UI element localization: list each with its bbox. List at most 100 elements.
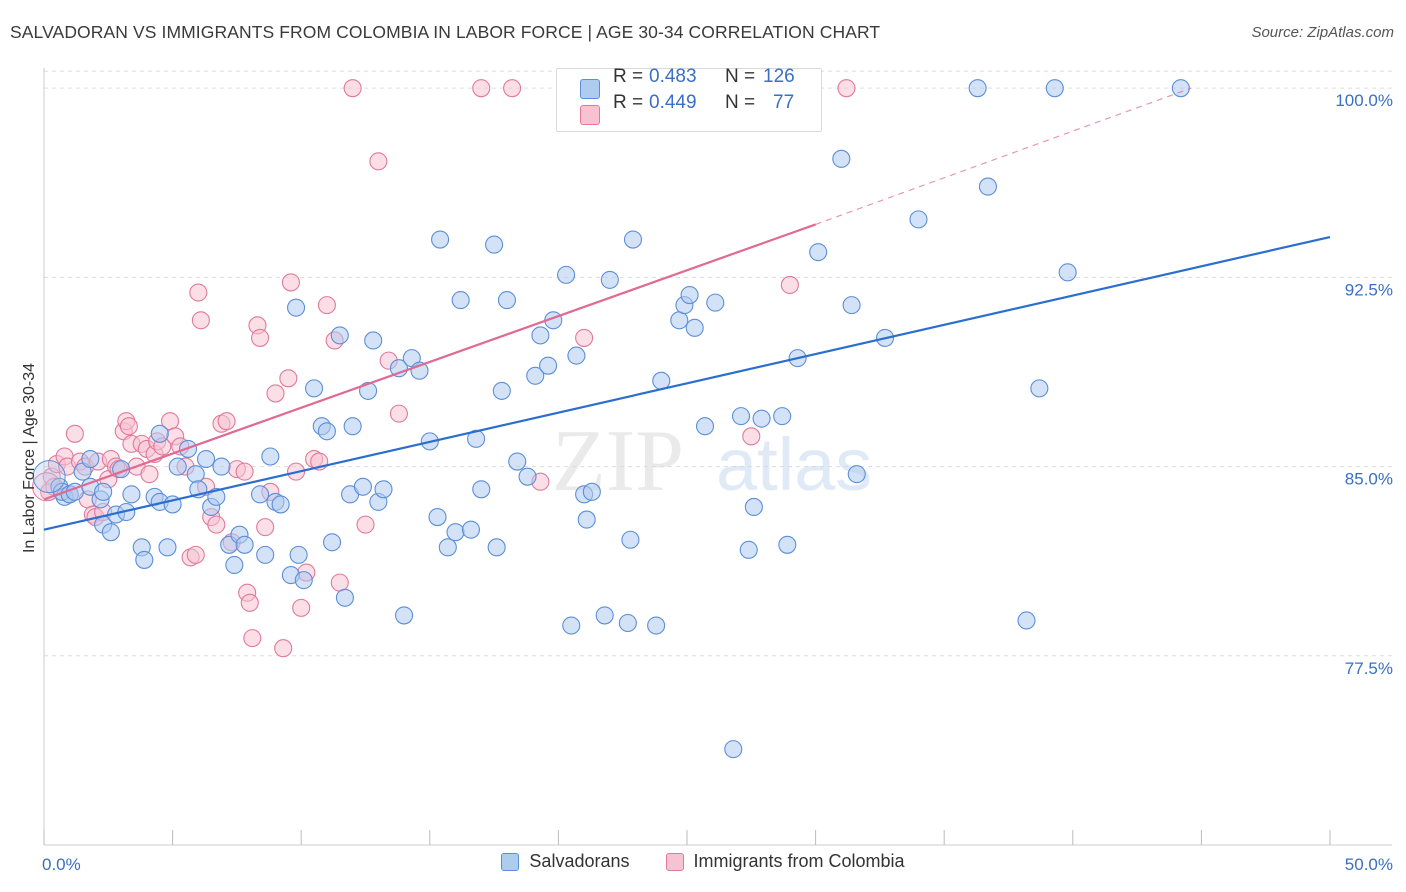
salvadorans-point xyxy=(374,480,393,499)
colombia-point xyxy=(837,79,856,98)
colombia-point xyxy=(780,275,799,295)
salvadorans-point xyxy=(847,465,866,484)
salvadorans-point xyxy=(647,616,666,635)
salvadorans-point xyxy=(539,356,558,375)
watermark-atlas: atlas xyxy=(716,423,872,506)
salvadorans-point xyxy=(518,467,537,486)
grid xyxy=(44,70,1392,657)
salvadorans-point xyxy=(752,409,771,428)
salvadorans-point xyxy=(731,407,751,426)
salvadorans-point xyxy=(1171,79,1190,98)
salvadorans-point xyxy=(250,485,270,504)
salvadorans-point xyxy=(739,540,758,559)
salvadorans-point xyxy=(557,265,576,284)
salvadorans-point xyxy=(289,545,308,564)
salvadorans-point xyxy=(158,538,177,557)
salvadorans-point xyxy=(809,243,828,262)
colombia-swatch xyxy=(580,105,600,125)
salvadorans-point xyxy=(261,447,280,466)
salvadorans-point xyxy=(680,285,699,305)
colombia-point xyxy=(356,515,375,534)
y-tick-label: 85.0% xyxy=(1345,470,1393,489)
legend-item-colombia[interactable]: Immigrants from Colombia xyxy=(665,851,905,872)
salvadorans-point xyxy=(695,417,715,436)
colombia-trend-line xyxy=(43,223,816,501)
salvadorans-point xyxy=(487,538,506,557)
salvadorans-point xyxy=(225,555,244,575)
salvadorans-point xyxy=(618,613,637,633)
salvadorans-point xyxy=(461,520,481,539)
salvadorans-point xyxy=(526,366,545,385)
salvadorans-point xyxy=(294,571,313,590)
colombia-point xyxy=(292,598,311,617)
salvadorans-point xyxy=(287,298,306,317)
salvadorans-point xyxy=(305,379,324,398)
chart-title: SALVADORAN VS IMMIGRANTS FROM COLOMBIA I… xyxy=(10,22,881,42)
r-label: R = xyxy=(613,66,644,87)
salvadorans-point xyxy=(582,482,601,501)
salvadorans-n-value: 126 xyxy=(763,66,795,87)
salvadorans-point xyxy=(428,507,447,527)
salvadorans-point xyxy=(168,457,187,476)
colombia-point xyxy=(369,152,388,171)
salvadorans-point xyxy=(485,235,504,254)
colombia-point xyxy=(240,593,259,612)
salvadorans-point xyxy=(842,296,861,315)
watermark-zip: ZIP xyxy=(552,413,684,510)
colombia-point xyxy=(575,328,594,347)
salvadorans-point xyxy=(330,326,349,345)
salvadorans-point xyxy=(978,177,997,196)
salvadorans-point xyxy=(235,535,254,554)
x-tick-label: 0.0% xyxy=(42,855,81,874)
colombia-point xyxy=(742,427,761,446)
colombia-point xyxy=(65,424,84,443)
salvadorans-swatch xyxy=(580,79,600,99)
salvadorans-point xyxy=(207,487,226,506)
colombia-r-value: 0.449 xyxy=(649,92,697,113)
y-tick-label: 92.5% xyxy=(1345,280,1393,299)
salvadorans-r-value: 0.483 xyxy=(649,66,697,87)
colombia-point xyxy=(119,417,138,436)
colombia-n-value: 77 xyxy=(773,92,795,113)
legend-item-salvadorans[interactable]: Salvadorans xyxy=(501,851,630,872)
salvadorans-legend-swatch xyxy=(501,852,520,871)
salvadorans-point xyxy=(685,318,704,337)
colombia-point xyxy=(343,79,362,98)
salvadorans-point xyxy=(968,79,987,98)
bottom-legend: Salvadorans Immigrants from Colombia xyxy=(0,851,1406,872)
salvadorans-point xyxy=(623,230,643,249)
salvadorans-point xyxy=(81,449,100,469)
colombia-point xyxy=(256,518,275,537)
salvadorans-point xyxy=(212,457,231,476)
salvadorans-point xyxy=(359,381,378,400)
salvadorans-point xyxy=(621,530,640,549)
r-label: R = xyxy=(613,92,644,113)
salvadorans-point xyxy=(317,422,336,441)
salvadorans-point xyxy=(343,417,362,436)
watermark: ZIP atlas xyxy=(552,413,872,510)
colombia-point xyxy=(389,404,408,423)
source-label: Source: ZipAtlas.com xyxy=(1251,24,1394,41)
salvadorans-point xyxy=(438,538,457,557)
salvadorans-point xyxy=(1017,611,1036,630)
salvadorans-point xyxy=(122,485,141,504)
salvadorans-point xyxy=(101,523,120,542)
colombia-point xyxy=(330,573,349,592)
colombia-point xyxy=(186,545,205,564)
series-salvadorans-points xyxy=(32,79,1190,759)
salvadorans-point xyxy=(472,480,491,499)
salvadorans-point xyxy=(531,326,550,345)
colombia-point xyxy=(279,369,298,388)
series-colombia-points xyxy=(32,79,856,658)
salvadorans-point xyxy=(508,452,527,471)
salvadorans-point xyxy=(909,210,928,229)
y-axis-title: In Labor Force | Age 30-34 xyxy=(21,363,38,553)
axes xyxy=(43,68,1392,846)
salvadorans-point xyxy=(497,291,517,310)
salvadorans-point xyxy=(832,149,851,168)
colombia-point xyxy=(191,311,210,330)
legend-label-colombia: Immigrants from Colombia xyxy=(693,851,905,871)
colombia-point xyxy=(266,384,285,403)
salvadorans-point xyxy=(577,510,596,529)
